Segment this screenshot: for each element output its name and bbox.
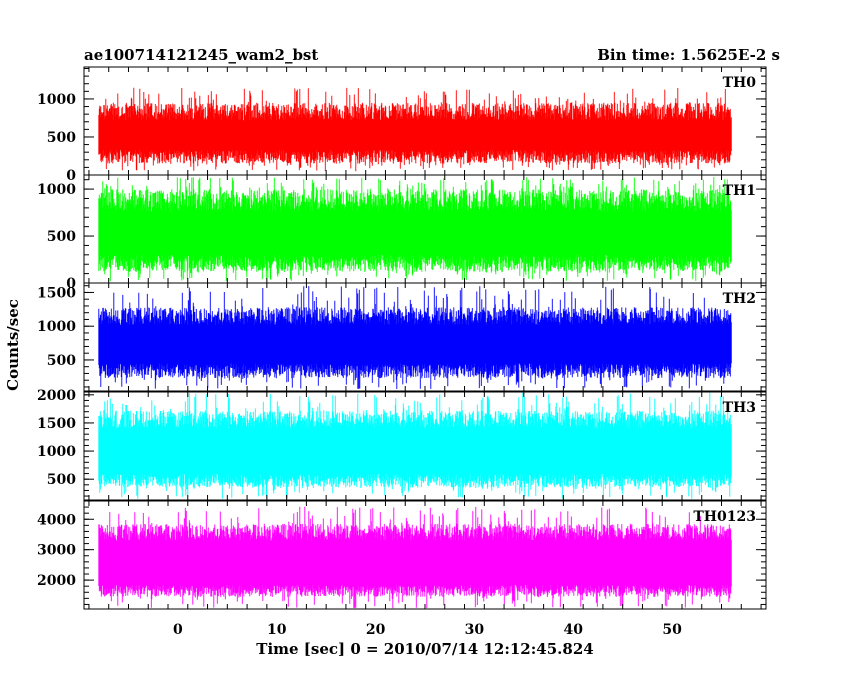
series-th1-line [98, 177, 732, 282]
x-tick-label: 0 [173, 622, 183, 638]
x-tick-label: 20 [366, 622, 386, 638]
panel-th2: 500 1000 1500 TH2 [37, 282, 767, 392]
x-axis-label: Time [sec] 0 = 2010/07/14 12:12:45.824 [256, 640, 593, 658]
panel-th3: 500 1000 1500 2000 TH3 [37, 388, 767, 501]
y-tick-label: 1000 [37, 444, 76, 460]
series-th0-line [98, 87, 732, 172]
y-tick-label: 0 [66, 276, 76, 292]
panel-label-th3: TH3 [723, 400, 756, 416]
panel-th0123: 2000 3000 4000 TH0123 [37, 500, 767, 610]
y-tick-label: 2000 [37, 388, 76, 404]
panel-th0: 0 500 1000 TH0 [37, 66, 767, 184]
panel-label-th1: TH1 [723, 183, 756, 199]
y-tick-label: 2000 [37, 573, 76, 589]
y-tick-label: 500 [47, 353, 76, 369]
x-tick-label: 10 [267, 622, 287, 638]
y-tick-label: 1500 [37, 285, 76, 301]
bin-time-label: Bin time: 1.5625E-2 s [597, 46, 780, 64]
x-tick-label: 50 [662, 622, 682, 638]
y-tick-label: 1000 [37, 319, 76, 335]
panel-label-th2: TH2 [723, 291, 756, 307]
y-tick-label: 500 [47, 472, 76, 488]
series-th0123-line [98, 506, 732, 609]
panel-th1: 0 500 1000 TH1 [37, 174, 767, 292]
y-tick-label: 1000 [37, 92, 76, 108]
y-tick-label: 500 [47, 130, 76, 146]
series-th2-line [98, 286, 732, 389]
panel-label-th0123: TH0123 [693, 509, 756, 525]
series-th3-line [98, 392, 732, 499]
panel-label-th0: TH0 [723, 75, 757, 91]
y-tick-label: 0 [66, 168, 76, 184]
x-tick-label: 40 [564, 622, 584, 638]
y-tick-label: 4000 [37, 512, 76, 528]
panels-layer: 0 500 1000 TH0 0 500 1000 TH1 500 1000 1500 TH2 500 1… [37, 66, 767, 610]
y-axis-label: Counts/sec [4, 299, 22, 391]
y-tick-label: 1500 [37, 416, 76, 432]
y-tick-label: 1000 [37, 182, 76, 198]
x-tick-labels: 0 10 20 30 40 50 [173, 622, 682, 638]
figure-title: ae100714121245_wam2_bst [84, 46, 318, 64]
y-tick-label: 500 [47, 229, 76, 245]
y-tick-label: 3000 [37, 543, 76, 559]
x-tick-label: 30 [465, 622, 485, 638]
